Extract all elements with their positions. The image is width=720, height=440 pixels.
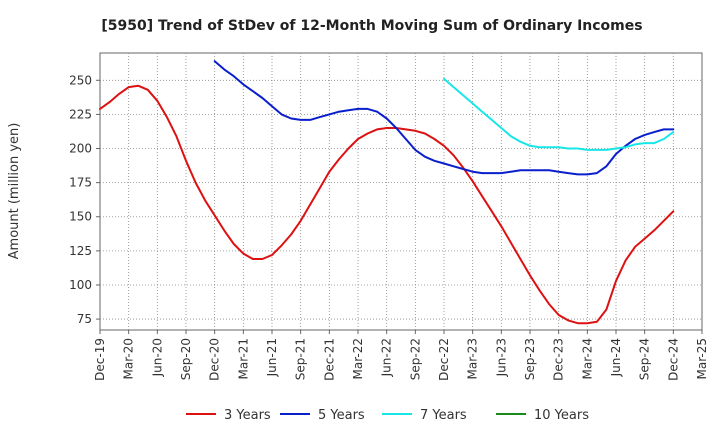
x-axis: Dec-19 Mar-20 Jun-20 Sep-20 Dec-20 Mar-21 Jun-… [93, 330, 709, 381]
legend-label-0: 3 Years [224, 408, 271, 423]
x-tick-label: Dec-21 [322, 338, 336, 381]
series-line-0 [99, 84, 675, 325]
x-tick-label: Jun-23 [494, 338, 508, 377]
x-tick-label: Dec-20 [208, 338, 222, 381]
x-tick-label: Dec-22 [437, 338, 451, 381]
x-tick-label: Dec-24 [666, 338, 680, 381]
y-tick-label: 100 [69, 278, 92, 292]
x-tick-label: Mar-24 [580, 338, 594, 379]
legend: 3 Years 5 Years 7 Years 10 Years [186, 408, 589, 423]
x-tick-label: Jun-24 [609, 338, 623, 377]
y-tick-label: 200 [69, 142, 92, 156]
y-tick-label: 150 [69, 210, 92, 224]
x-tick-label: Dec-19 [93, 338, 107, 381]
x-tick-label: Sep-22 [408, 338, 422, 380]
legend-label-1: 5 Years [318, 408, 365, 423]
x-tick-label: Mar-22 [351, 338, 365, 379]
plot-area [99, 52, 703, 331]
legend-label-3: 10 Years [534, 408, 589, 423]
x-tick-label: Sep-21 [294, 338, 308, 380]
x-tick-label: Mar-23 [466, 338, 480, 379]
x-tick-label: Mar-20 [122, 338, 136, 379]
x-tick-label: Sep-23 [523, 338, 537, 380]
y-axis: 75 100 125 150 175 200 225 250 [69, 73, 100, 326]
x-tick-label: Sep-20 [179, 338, 193, 380]
x-tick-label: Sep-24 [638, 338, 652, 380]
series-line-2 [443, 77, 675, 151]
series-group [99, 60, 675, 325]
y-tick-label: 225 [69, 107, 92, 121]
grid [100, 53, 702, 330]
y-tick-label: 175 [69, 176, 92, 190]
x-tick-label: Mar-25 [695, 338, 709, 379]
chart-title: [5950] Trend of StDev of 12-Month Moving… [101, 18, 642, 34]
y-tick-label: 250 [69, 73, 92, 87]
x-tick-label: Jun-21 [265, 338, 279, 377]
x-tick-label: Jun-22 [380, 338, 394, 377]
y-tick-label: 75 [77, 312, 92, 326]
x-tick-label: Dec-23 [552, 338, 566, 381]
x-tick-label: Jun-20 [150, 338, 164, 377]
x-tick-label: Mar-21 [236, 338, 250, 379]
y-axis-label: Amount (million yen) [7, 123, 22, 260]
legend-label-2: 7 Years [420, 408, 467, 423]
y-tick-label: 125 [69, 244, 92, 258]
series-line-1 [213, 60, 675, 176]
